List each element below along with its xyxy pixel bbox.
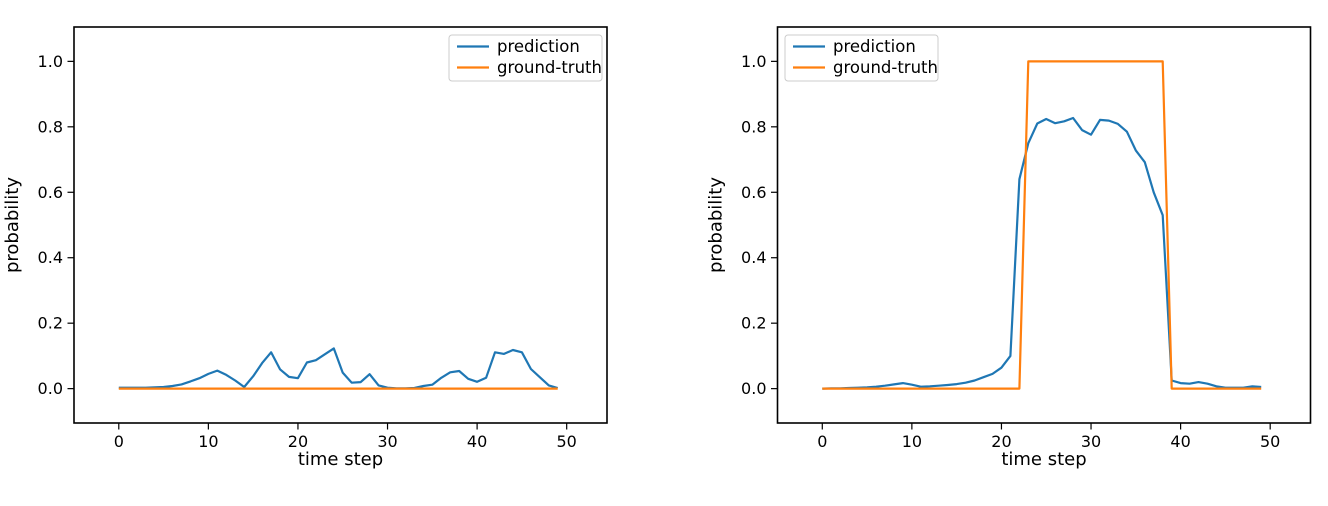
- y-axis: 0.0 0.2 0.4 0.6 0.8 1.0: [38, 52, 74, 398]
- x-tick-label: 50: [1260, 432, 1280, 451]
- series-prediction-line: [118, 347, 559, 390]
- y-axis-label: probability: [706, 177, 727, 273]
- y-tick-label: 0.6: [741, 183, 766, 202]
- y-tick-label: 0.0: [38, 379, 63, 398]
- y-tick-label: 0.8: [741, 117, 766, 136]
- legend-label-prediction: prediction: [497, 37, 580, 56]
- y-axis-label: probability: [2, 177, 23, 273]
- right-prediction-chart: 0 10 20 30 40 50 0.0 0.2 0.4 0.6 0.8 1.0 time step pr…: [706, 26, 1312, 470]
- x-tick-label: 40: [1170, 432, 1190, 451]
- plot-border: [73, 26, 608, 424]
- y-tick-label: 0.2: [38, 314, 63, 333]
- x-axis: 0 10 20 30 40 50: [114, 423, 577, 451]
- y-tick-label: 1.0: [38, 52, 63, 71]
- x-tick-label: 50: [557, 432, 577, 451]
- x-tick-label: 20: [288, 432, 308, 451]
- legend-label-ground-truth: ground-truth: [833, 58, 938, 77]
- y-tick-label: 0.6: [38, 183, 63, 202]
- y-tick-label: 0.8: [38, 117, 63, 136]
- left-prediction-chart: 0 10 20 30 40 50 0.0 0.2 0.4 0.6 0.8 1.0 time step pr…: [2, 26, 608, 470]
- legend-label-ground-truth: ground-truth: [497, 58, 602, 77]
- y-tick-label: 0.4: [741, 248, 766, 267]
- x-tick-label: 10: [198, 432, 218, 451]
- x-tick-label: 10: [902, 432, 922, 451]
- legend-label-prediction: prediction: [833, 37, 916, 56]
- series-prediction-line: [822, 116, 1262, 390]
- x-tick-label: 0: [817, 432, 827, 451]
- y-tick-label: 1.0: [741, 52, 766, 71]
- y-tick-label: 0.4: [38, 248, 63, 267]
- y-tick-label: 0.2: [741, 314, 766, 333]
- x-tick-label: 40: [467, 432, 487, 451]
- legend: prediction ground-truth: [448, 34, 603, 82]
- x-axis-label: time step: [298, 449, 383, 470]
- y-axis: 0.0 0.2 0.4 0.6 0.8 1.0: [741, 52, 778, 398]
- x-tick-label: 30: [1081, 432, 1101, 451]
- series-ground-truth-line: [822, 60, 1262, 390]
- x-axis-label: time step: [1001, 449, 1086, 470]
- y-tick-label: 0.0: [741, 379, 766, 398]
- x-tick-label: 30: [377, 432, 397, 451]
- x-tick-label: 0: [114, 432, 124, 451]
- x-tick-label: 20: [991, 432, 1011, 451]
- plot-border: [776, 26, 1312, 424]
- x-axis: 0 10 20 30 40 50: [817, 423, 1280, 451]
- legend: prediction ground-truth: [784, 34, 939, 82]
